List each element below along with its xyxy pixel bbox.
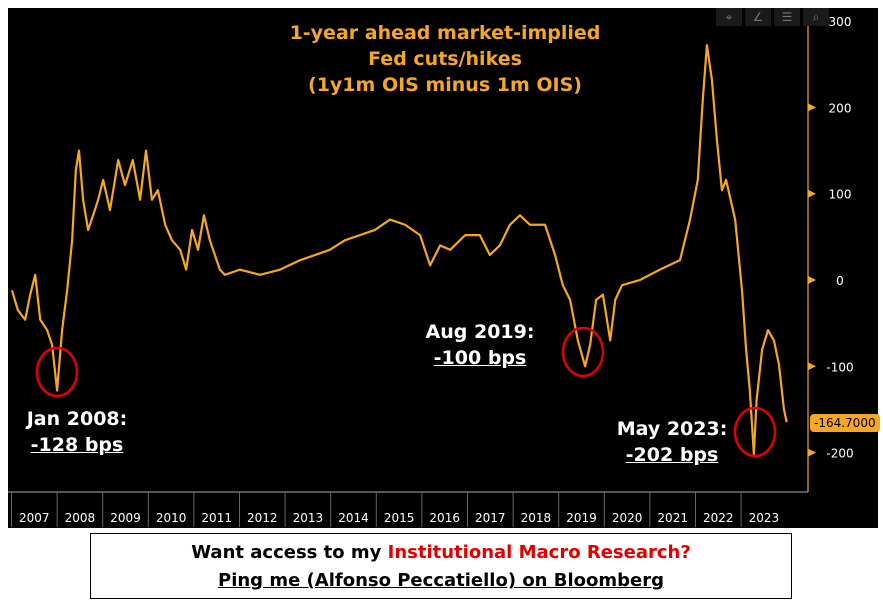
- x-tick-label: 2011: [201, 511, 232, 525]
- annotation-value: -128 bps: [30, 434, 124, 456]
- y-tick-mark: [808, 103, 816, 112]
- footer-callout: Want access to my Institutional Macro Re…: [90, 533, 792, 599]
- x-tick-label: 2017: [475, 511, 506, 525]
- x-tick-label: 2020: [612, 511, 643, 525]
- x-tick-label: 2008: [65, 511, 96, 525]
- zoom-icon[interactable]: ⌕: [803, 8, 829, 26]
- x-tick-label: 2015: [384, 511, 415, 525]
- x-tick-label: 2012: [247, 511, 278, 525]
- x-tick-label: 2018: [521, 511, 552, 525]
- y-tick-mark: [808, 189, 816, 198]
- y-tick-mark: [808, 362, 816, 371]
- x-tick-label: 2013: [293, 511, 324, 525]
- last-value-label: -164.7000: [810, 414, 880, 432]
- series-line: [10, 44, 788, 456]
- chart-title: 1-year ahead market-implied Fed cuts/hik…: [250, 20, 640, 98]
- x-tick-label: 2009: [110, 511, 141, 525]
- footer-highlight: Institutional Macro Research?: [387, 542, 691, 563]
- y-tick-label: 300: [829, 15, 852, 29]
- footer-line-2: Ping me (Alfonso Peccatiello) on Bloombe…: [218, 570, 664, 591]
- highlight-circle: [35, 346, 79, 398]
- annotation-jan-2008: Jan 2008: -128 bps: [22, 406, 132, 458]
- y-tick-label: -200: [826, 447, 853, 461]
- title-line-1: 1-year ahead market-implied: [289, 22, 601, 44]
- y-tick-mark: [808, 276, 816, 284]
- x-tick-label: 2014: [338, 511, 369, 525]
- x-tick-label: 2016: [429, 511, 460, 525]
- annotation-value: -100 bps: [433, 347, 527, 369]
- y-tick-label: 0: [836, 274, 844, 288]
- y-tick-label: -100: [826, 360, 853, 374]
- list-icon[interactable]: ☰: [774, 8, 800, 26]
- x-tick-label: 2021: [657, 511, 688, 525]
- y-tick-mark: [808, 448, 816, 457]
- y-tick-label: 100: [829, 188, 852, 202]
- annotation-value: -202 bps: [625, 444, 719, 466]
- highlight-circle: [561, 326, 605, 378]
- annotation-label: May 2023:: [616, 418, 728, 440]
- footer-text: Want access to my: [191, 542, 388, 563]
- highlight-circle: [733, 406, 777, 458]
- y-tick-label: 200: [829, 101, 852, 115]
- x-tick-label: 2019: [566, 511, 597, 525]
- annotation-aug-2019: Aug 2019: -100 bps: [420, 319, 540, 371]
- x-tick-label: 2022: [703, 511, 734, 525]
- title-line-3: (1y1m OIS minus 1m OIS): [308, 74, 582, 96]
- annotation-label: Aug 2019:: [425, 321, 535, 343]
- chart-toolbar: ⌖ ∠ ☰ ⌕: [716, 8, 829, 26]
- annotation-may-2023: May 2023: -202 bps: [612, 416, 732, 468]
- crosshair-icon[interactable]: ⌖: [716, 8, 742, 26]
- x-tick-label: 2010: [156, 511, 187, 525]
- x-tick-label: 2023: [749, 511, 780, 525]
- annotation-label: Jan 2008:: [26, 408, 128, 430]
- chart-panel: [8, 8, 878, 528]
- title-line-2: Fed cuts/hikes: [368, 48, 522, 70]
- draw-icon[interactable]: ∠: [745, 8, 771, 26]
- x-tick-label: 2007: [19, 511, 50, 525]
- footer-line-1: Want access to my Institutional Macro Re…: [91, 539, 791, 567]
